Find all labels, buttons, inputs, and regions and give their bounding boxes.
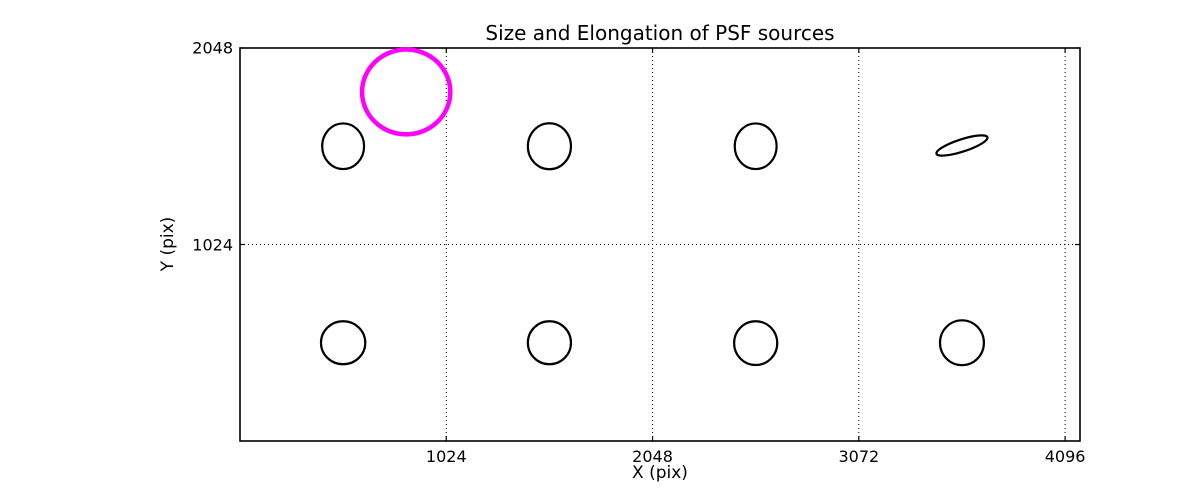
- psf-source-ellipse-0: [321, 122, 366, 171]
- y-tick-label-1024: 1024: [192, 235, 233, 254]
- x-tick-label-1024: 1024: [425, 447, 467, 466]
- psf-source-ellipse-5: [526, 320, 573, 366]
- axes-spines: [239, 47, 1081, 442]
- psf-source-ellipse-7: [938, 319, 986, 367]
- psf-source-ellipse-3: [935, 134, 989, 157]
- x-tick-label-3072: 3072: [838, 447, 880, 466]
- psf-source-ellipse-2: [733, 122, 778, 171]
- psf-source-ellipse-1: [526, 122, 573, 171]
- x-tick-label-4096: 4096: [1044, 447, 1086, 466]
- x-tick-label-2048: 2048: [632, 447, 673, 466]
- highlighted-source-ellipse: [359, 47, 453, 137]
- y-axis-label: Y (pix): [158, 216, 178, 272]
- psf-source-ellipse-4: [319, 320, 367, 366]
- y-tick-label-2048: 2048: [192, 38, 233, 58]
- psf-source-ellipse-6: [733, 320, 779, 367]
- x-axis-label: X (pix): [632, 463, 688, 483]
- chart-title: Size and Elongation of PSF sources: [485, 21, 835, 45]
